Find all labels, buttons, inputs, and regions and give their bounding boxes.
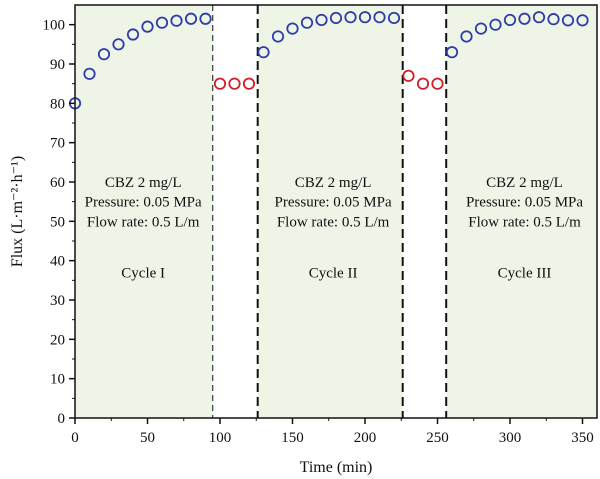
x-tick-label: 300 [499, 430, 522, 446]
cycle-shaded-regions [75, 5, 597, 418]
data-point [358, 11, 372, 24]
x-tick-label: 0 [71, 430, 79, 446]
x-tick-label: 350 [571, 430, 594, 446]
data-point [460, 30, 473, 43]
data-point [416, 77, 430, 90]
data-point [271, 30, 285, 43]
data-point [518, 12, 531, 25]
y-tick-label: 30 [50, 293, 65, 309]
data-points [68, 11, 589, 110]
data-point [228, 77, 241, 90]
data-point [170, 14, 183, 27]
data-point [503, 13, 517, 27]
cycle-region [75, 5, 213, 418]
cycle-region [446, 5, 597, 418]
x-tick-label: 150 [281, 430, 304, 446]
cycle-region [257, 5, 403, 418]
cycle-label: Cycle II [309, 265, 358, 281]
data-point [315, 13, 328, 27]
condition-text: CBZ 2 mg/L [105, 175, 182, 191]
data-point [141, 20, 154, 33]
data-point [532, 11, 546, 24]
data-point [329, 11, 343, 25]
condition-text: Flow rate: 0.5 L/m [277, 214, 390, 230]
condition-text: Pressure: 0.05 MPa [466, 195, 583, 211]
y-tick-label: 50 [50, 214, 65, 230]
condition-text: Flow rate: 0.5 L/m [468, 214, 581, 230]
y-tick-label: 90 [50, 57, 65, 73]
data-point [286, 22, 299, 35]
cycle-boundary-lines [212, 5, 448, 418]
plot-frame [74, 4, 598, 419]
data-point [184, 12, 198, 25]
data-point [474, 22, 488, 35]
data-point [83, 67, 96, 80]
condition-text: Pressure: 0.05 MPa [85, 195, 202, 211]
x-tick-label: 250 [426, 430, 449, 446]
data-point [387, 11, 401, 25]
cycle-label: Cycle I [121, 265, 165, 281]
data-point [242, 77, 256, 90]
condition-text: Flow rate: 0.5 L/m [87, 214, 200, 230]
y-tick-label: 70 [50, 136, 65, 152]
x-axis-title: Time (min) [300, 459, 373, 476]
data-point [126, 28, 140, 41]
data-point [97, 48, 111, 61]
y-tick-label: 100 [43, 18, 66, 34]
data-point [213, 77, 227, 90]
data-point [257, 46, 270, 59]
data-point [445, 46, 459, 59]
y-axis: 0 10 20 30 40 50 60 70 80 90 100 [43, 18, 75, 427]
y-tick-label: 20 [50, 332, 65, 348]
cycle-annotations: CBZ 2 mg/L Pressure: 0.05 MPa Flow rate: 0… [85, 175, 584, 281]
y-tick-label: 10 [50, 372, 65, 388]
y-tick-label: 0 [58, 411, 66, 427]
y-axis-title: Flux (L·m⁻²·h⁻¹) [9, 156, 26, 267]
x-tick-label: 50 [140, 430, 155, 446]
data-point [489, 18, 502, 31]
data-point [112, 38, 125, 51]
y-tick-label: 60 [50, 175, 65, 191]
data-point [373, 11, 386, 24]
x-axis: 0 50 100 150 200 250 300 350 [71, 418, 594, 446]
data-point [402, 69, 415, 82]
data-point [344, 11, 357, 24]
condition-text: Pressure: 0.05 MPa [275, 195, 392, 211]
y-tick-label: 40 [50, 254, 65, 270]
data-point [300, 16, 314, 29]
x-tick-label: 100 [209, 430, 232, 446]
cycle-label: Cycle III [498, 265, 552, 281]
data-point [155, 16, 169, 29]
data-point [561, 14, 575, 27]
condition-text: CBZ 2 mg/L [486, 175, 563, 191]
data-point [431, 77, 444, 90]
data-point [199, 12, 212, 25]
condition-text: CBZ 2 mg/L [295, 175, 372, 191]
data-point [576, 14, 589, 27]
data-point [547, 13, 560, 26]
x-tick-label: 200 [354, 430, 377, 446]
y-tick-label: 80 [50, 96, 65, 112]
